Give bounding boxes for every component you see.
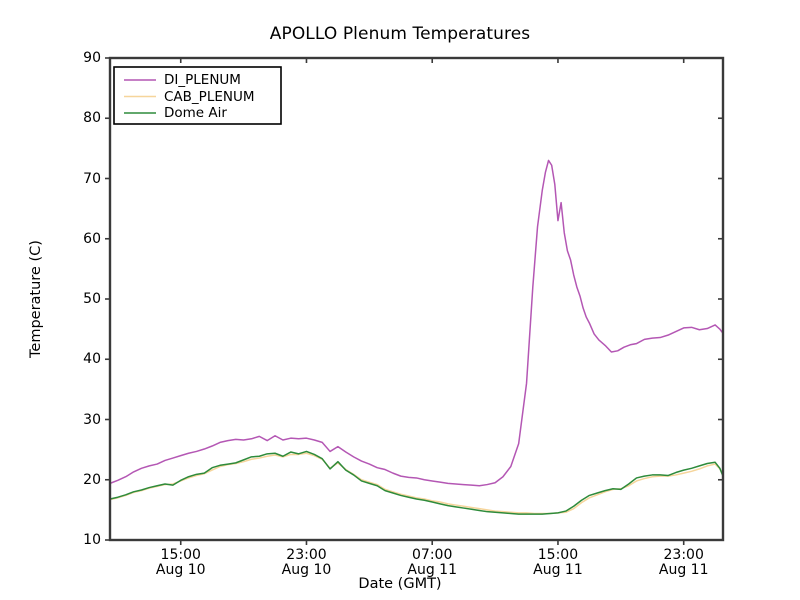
x-tick-label: 23:00 Aug 11: [658, 547, 709, 579]
x-tick-label-time: 15:00: [160, 547, 201, 563]
series-layer: [109, 159, 724, 515]
series-line-di-plenum: [109, 159, 724, 487]
legend-box: [113, 66, 282, 125]
x-tick-label-time: 07:00: [412, 547, 453, 563]
x-tick-label-time: 23:00: [286, 547, 327, 563]
x-tick-label: 07:00 Aug 11: [407, 547, 458, 579]
x-tick-label: 23:00 Aug 10: [281, 547, 332, 579]
x-tick-label-date: Aug 10: [281, 562, 332, 579]
x-tick-label-date: Aug 11: [407, 562, 458, 579]
axes-layer: [105, 56, 725, 545]
legend-label: DI_PLENUM: [164, 72, 241, 88]
series-line-cab-plenum: [109, 452, 724, 515]
legend-frame: [113, 66, 282, 125]
x-tick-label-time: 15:00: [537, 547, 579, 563]
y-tick-label: 10: [83, 532, 101, 548]
y-tick-label: 80: [83, 110, 101, 127]
x-tick-label: 15:00 Aug 11: [533, 547, 583, 579]
x-tick-label-date: Aug 10: [155, 562, 206, 579]
y-tick-label: 60: [83, 230, 101, 247]
x-tick-label-time: 23:00: [663, 547, 704, 563]
y-tick-label: 40: [83, 351, 101, 368]
legend-label: CAB_PLENUM: [164, 88, 255, 105]
chart-title: APOLLO Plenum Temperatures: [269, 24, 531, 44]
x-axis-label: Date (GMT): [358, 576, 442, 592]
x-tick-label-date: Aug 11: [533, 562, 583, 579]
y-axis-label: Temperature (C): [28, 240, 44, 358]
y-tick-label: 50: [83, 291, 101, 307]
y-tick-label: 20: [83, 471, 101, 488]
axis-frame: [108, 56, 725, 542]
x-tick-label: 15:00 Aug 10: [155, 547, 206, 579]
legend-label: Dome Air: [164, 105, 227, 121]
y-tick-label: 30: [83, 411, 101, 428]
y-tick-label: 90: [83, 50, 101, 66]
series-line-dome-air: [109, 450, 724, 515]
x-tick-label-date: Aug 11: [658, 562, 709, 579]
y-tick-label: 70: [83, 170, 101, 187]
